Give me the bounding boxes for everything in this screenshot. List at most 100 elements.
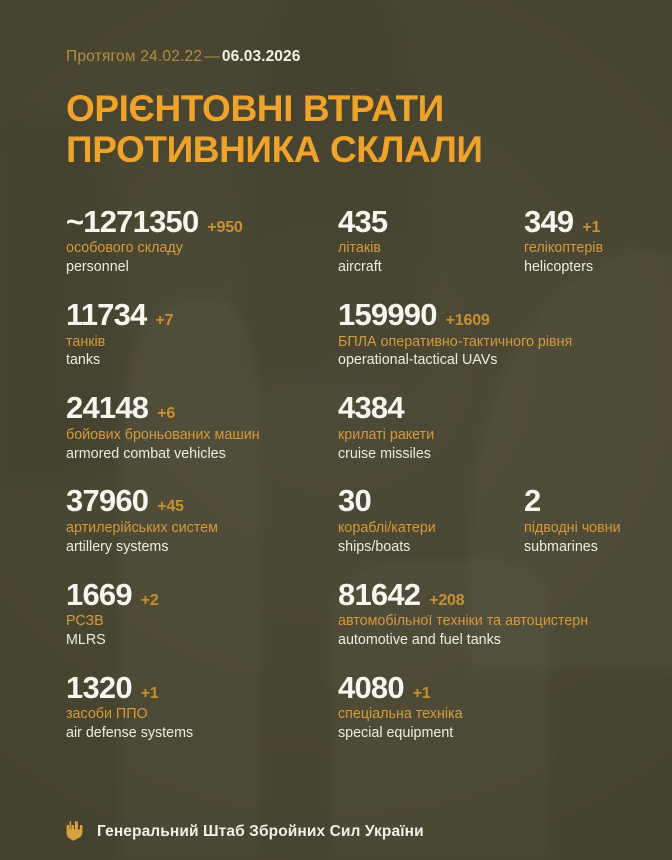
- stat-automotive-and-fuel-tanks: 81642 +208 автомобільної техніки та автоци…: [338, 576, 648, 650]
- stat-label-ua: артилерійських систем: [66, 519, 218, 536]
- stat-label-ua: танків: [66, 333, 106, 350]
- stat-value-line: 349 +1: [524, 203, 648, 239]
- stat-label-en: ships/boats: [338, 538, 411, 555]
- stat-label-en: cruise missiles: [338, 445, 431, 462]
- background-silhouette-edge: [0, 120, 120, 480]
- stat-delta: +6: [157, 405, 176, 423]
- stat-label-en: MLRS: [66, 631, 106, 648]
- stat-value: 4080: [338, 669, 405, 705]
- stat-value-line: 24148 +6: [66, 390, 338, 426]
- footer: Генеральний Штаб Збройних Сил України: [66, 821, 424, 842]
- stat-delta: +1: [140, 684, 159, 702]
- stat-value: 24148: [66, 390, 149, 426]
- stat-label-ua: кораблі/катери: [338, 519, 436, 536]
- stat-label-ua: підводні човни: [524, 519, 621, 536]
- date-range-prefix: Протягом 24.02.22: [66, 48, 203, 65]
- stat-value-line: 2: [524, 483, 648, 519]
- stat-value: 1320: [66, 669, 133, 705]
- stat-label-en: artillery systems: [66, 538, 169, 555]
- stat-value: 81642: [338, 576, 421, 612]
- tryzub-icon: [66, 821, 83, 841]
- stat-label-en: personnel: [66, 259, 129, 276]
- stat-delta: +1: [582, 218, 601, 236]
- stat-value-line: 30: [338, 483, 524, 519]
- stat-label-en: operational-tactical UAVs: [338, 352, 498, 369]
- footer-attribution: Генеральний Штаб Збройних Сил України: [97, 822, 424, 840]
- stat-label-ua: бойових броньованих машин: [66, 426, 260, 443]
- stat-label-ua: гелікоптерів: [524, 240, 604, 257]
- stat-aircraft: 435 літаків aircraft: [338, 203, 524, 277]
- stat-uavs: 159990 +1609 БПЛА оперативно-тактичного рі…: [338, 298, 648, 370]
- stat-personnel: ~1271350 +950 особового складу personnel: [66, 203, 338, 277]
- stat-value-line: 1669 +2: [66, 576, 338, 612]
- date-range-dash: —: [204, 48, 220, 65]
- stat-value-line: ~1271350 +950: [66, 203, 338, 239]
- stat-row: 1669 +2 РСЗВ MLRS 81642 +208 автомобільної тех…: [66, 576, 648, 650]
- stat-value-line: 4384: [338, 390, 648, 426]
- stat-value-line: 435: [338, 203, 524, 239]
- stat-row: 11734 +7 танків tanks 159990 +1609 БПЛА операт…: [66, 298, 648, 370]
- stat-delta: +2: [140, 591, 159, 609]
- stat-delta: +7: [155, 312, 174, 330]
- stat-tanks: 11734 +7 танків tanks: [66, 298, 338, 370]
- date-range: Протягом 24.02.22—06.03.2026: [66, 48, 648, 66]
- stat-value: 30: [338, 483, 372, 519]
- stat-label-ua: спеціальна техніка: [338, 706, 463, 723]
- stat-special-equipment: 4080 +1 спеціальна техніка special equipmen…: [338, 669, 648, 743]
- stat-value: ~1271350: [66, 203, 199, 239]
- stat-label-ua: крилаті ракети: [338, 426, 435, 443]
- page-title-line-1: ОРІЄНТОВНІ ВТРАТИ: [66, 88, 444, 129]
- stat-delta: +45: [157, 498, 184, 516]
- losses-stats-grid: ~1271350 +950 особового складу personnel 435…: [66, 203, 648, 743]
- date-range-end: 06.03.2026: [221, 48, 301, 65]
- stat-label-ua: РСЗВ: [66, 613, 104, 630]
- stat-ships-boats: 30 кораблі/катери ships/boats: [338, 484, 524, 556]
- stat-label-en: submarines: [524, 538, 598, 555]
- stat-value: 37960: [66, 483, 149, 519]
- stat-value: 349: [524, 203, 574, 239]
- stat-label-en: tanks: [66, 352, 101, 369]
- stat-value: 435: [338, 203, 388, 239]
- stat-value: 2: [524, 483, 541, 519]
- stat-label-en: automotive and fuel tanks: [338, 631, 501, 648]
- stat-label-en: special equipment: [338, 725, 454, 742]
- stat-label-ua: літаків: [338, 240, 381, 257]
- stat-value: 1669: [66, 576, 133, 612]
- stat-delta: +950: [207, 218, 243, 236]
- stat-label-en: air defense systems: [66, 725, 194, 742]
- stat-air-defense-systems: 1320 +1 засоби ППО air defense systems: [66, 669, 338, 743]
- page-title-line-2: ПРОТИВНИКА СКЛАЛИ: [66, 129, 483, 171]
- stat-delta: +1609: [445, 312, 490, 330]
- stat-label-en: armored combat vehicles: [66, 445, 226, 462]
- stat-label-ua: автомобільної техніки та автоцистерн: [338, 613, 589, 630]
- stat-value-line: 4080 +1: [338, 669, 648, 705]
- stat-armored-combat-vehicles: 24148 +6 бойових броньованих машин armored …: [66, 391, 338, 463]
- stat-value-line: 1320 +1: [66, 669, 338, 705]
- stat-label-ua: БПЛА оперативно-тактичного рівня: [338, 333, 573, 350]
- stat-value-line: 11734 +7: [66, 297, 338, 333]
- stat-label-ua: засоби ППО: [66, 706, 148, 723]
- stat-cruise-missiles: 4384 крилаті ракети cruise missiles: [338, 391, 648, 463]
- stat-value: 11734: [66, 297, 147, 333]
- stat-row: ~1271350 +950 особового складу personnel 435…: [66, 203, 648, 277]
- stat-label-en: helicopters: [524, 259, 594, 276]
- stat-delta: +208: [429, 591, 465, 609]
- stat-row: 1320 +1 засоби ППО air defense systems 4080 +…: [66, 669, 648, 743]
- background-silhouette-monument: [244, 0, 424, 380]
- stat-helicopters: 349 +1 гелікоптерів helicopters: [524, 203, 648, 277]
- stat-label-ua: особового складу: [66, 240, 183, 257]
- stat-submarines: 2 підводні човни submarines: [524, 484, 648, 556]
- stat-mlrs: 1669 +2 РСЗВ MLRS: [66, 576, 338, 650]
- stat-value-line: 81642 +208: [338, 576, 648, 612]
- stat-value-line: 159990 +1609: [338, 297, 648, 333]
- stat-row: 24148 +6 бойових броньованих машин armored …: [66, 391, 648, 463]
- stat-label-en: aircraft: [338, 259, 382, 276]
- stat-value: 4384: [338, 390, 405, 426]
- stat-artillery-systems: 37960 +45 артилерійських систем artillery s…: [66, 484, 338, 556]
- stat-delta: +1: [412, 684, 431, 702]
- stat-value-line: 37960 +45: [66, 483, 338, 519]
- stat-value: 159990: [338, 297, 437, 333]
